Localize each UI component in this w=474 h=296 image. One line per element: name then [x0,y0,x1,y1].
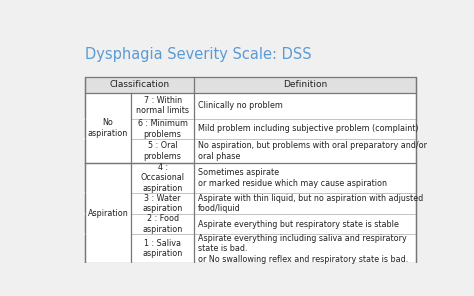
Text: Definition: Definition [283,80,327,89]
Text: 5 : Oral
problems: 5 : Oral problems [144,141,182,161]
Text: Aspirate with thin liquid, but no aspiration with adjusted
food/liquid: Aspirate with thin liquid, but no aspira… [198,194,423,213]
Text: Classification: Classification [109,80,170,89]
Text: Aspirate everything but respiratory state is stable: Aspirate everything but respiratory stat… [198,220,399,229]
Text: 6 : Minimum
problems: 6 : Minimum problems [137,119,188,139]
Text: Mild problem including subjective problem (complaint): Mild problem including subjective proble… [198,124,418,133]
Text: 2 : Food
aspiration: 2 : Food aspiration [143,214,183,234]
Text: No aspiration, but problems with oral preparatory and/or
oral phase: No aspiration, but problems with oral pr… [198,141,427,161]
Text: Dysphagia Severity Scale: DSS: Dysphagia Severity Scale: DSS [85,47,311,62]
Text: 7 : Within
normal limits: 7 : Within normal limits [136,96,189,115]
Bar [85,77,416,263]
Text: Aspiration: Aspiration [88,209,128,218]
Text: 1 : Saliva
aspiration: 1 : Saliva aspiration [143,239,183,258]
Bar [85,77,416,92]
Text: No
aspiration: No aspiration [88,118,128,138]
Text: Aspirate everything including saliva and respiratory
state is bad.
or No swallow: Aspirate everything including saliva and… [198,234,408,263]
Text: Sometimes aspirate
or marked residue which may cause aspiration: Sometimes aspirate or marked residue whi… [198,168,387,188]
Text: 3 : Water
aspiration: 3 : Water aspiration [143,194,183,213]
Text: Clinically no problem: Clinically no problem [198,101,283,110]
Text: 4 :
Occasional
aspiration: 4 : Occasional aspiration [141,163,185,193]
